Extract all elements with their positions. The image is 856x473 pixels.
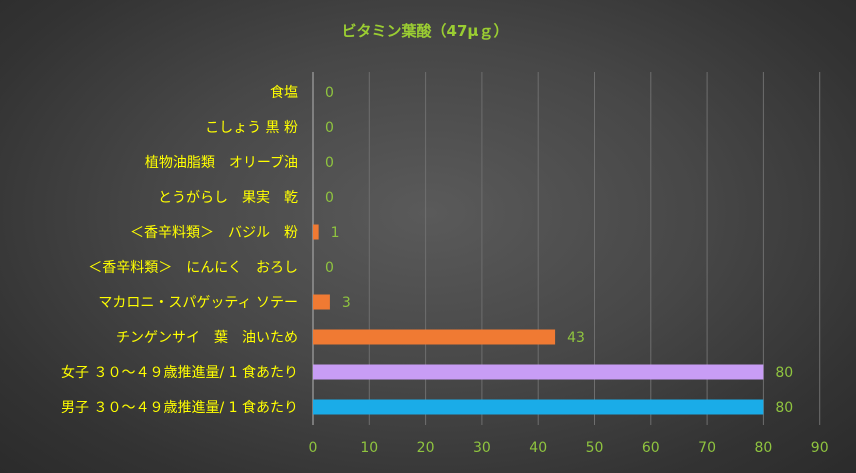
category-label: こしょう 黒 粉 [205,120,298,136]
category-label: とうがらし 果実 乾 [158,190,298,206]
bar [313,329,556,345]
x-tick-label: 0 [309,440,318,456]
data-label: 0 [325,85,334,101]
x-tick-label: 20 [417,440,435,456]
bar [313,294,330,310]
x-tick-label: 70 [698,440,716,456]
data-label: 3 [342,295,351,311]
data-label: 0 [325,120,334,136]
bar [313,364,764,380]
category-label: チンゲンサイ 葉 油いため [116,330,298,346]
x-tick-label: 30 [473,440,491,456]
category-label: ＜香辛料類＞ バジル 粉 [130,225,298,241]
bar [313,399,764,415]
category-label: ＜香辛料類＞ にんにく おろし [88,260,298,276]
data-label: 1 [331,225,340,241]
category-label: マカロニ・スパゲッティ ソテー [98,295,298,311]
x-tick-label: 90 [811,440,829,456]
data-label: 0 [325,155,334,171]
data-label: 80 [775,400,793,416]
category-label: 女子 ３０～４９歳推進量/ 1 食あたり [61,364,298,381]
data-labels: 0 0 0 0 1 0 3 43 80 80 [325,85,793,416]
category-label: 食塩 [270,84,298,101]
data-label: 0 [325,190,334,206]
x-tick-label: 10 [360,440,378,456]
category-label: 植物油脂類 オリーブ油 [145,154,298,171]
x-tick-label: 80 [754,440,772,456]
category-label: 男子 ３０～４９歳推進量/ 1 食あたり [61,399,298,416]
data-label: 80 [775,365,793,381]
bars [313,224,764,415]
bar [313,224,319,240]
x-tick-label: 50 [586,440,604,456]
data-label: 43 [567,330,585,346]
data-label: 0 [325,260,334,276]
x-tick-label: 40 [529,440,547,456]
x-axis-tick-labels: 0 10 20 30 40 50 60 70 80 90 [309,440,829,456]
gridlines [312,72,821,425]
x-tick-label: 60 [642,440,660,456]
chart-title: ビタミン葉酸（47μｇ） [342,22,509,41]
